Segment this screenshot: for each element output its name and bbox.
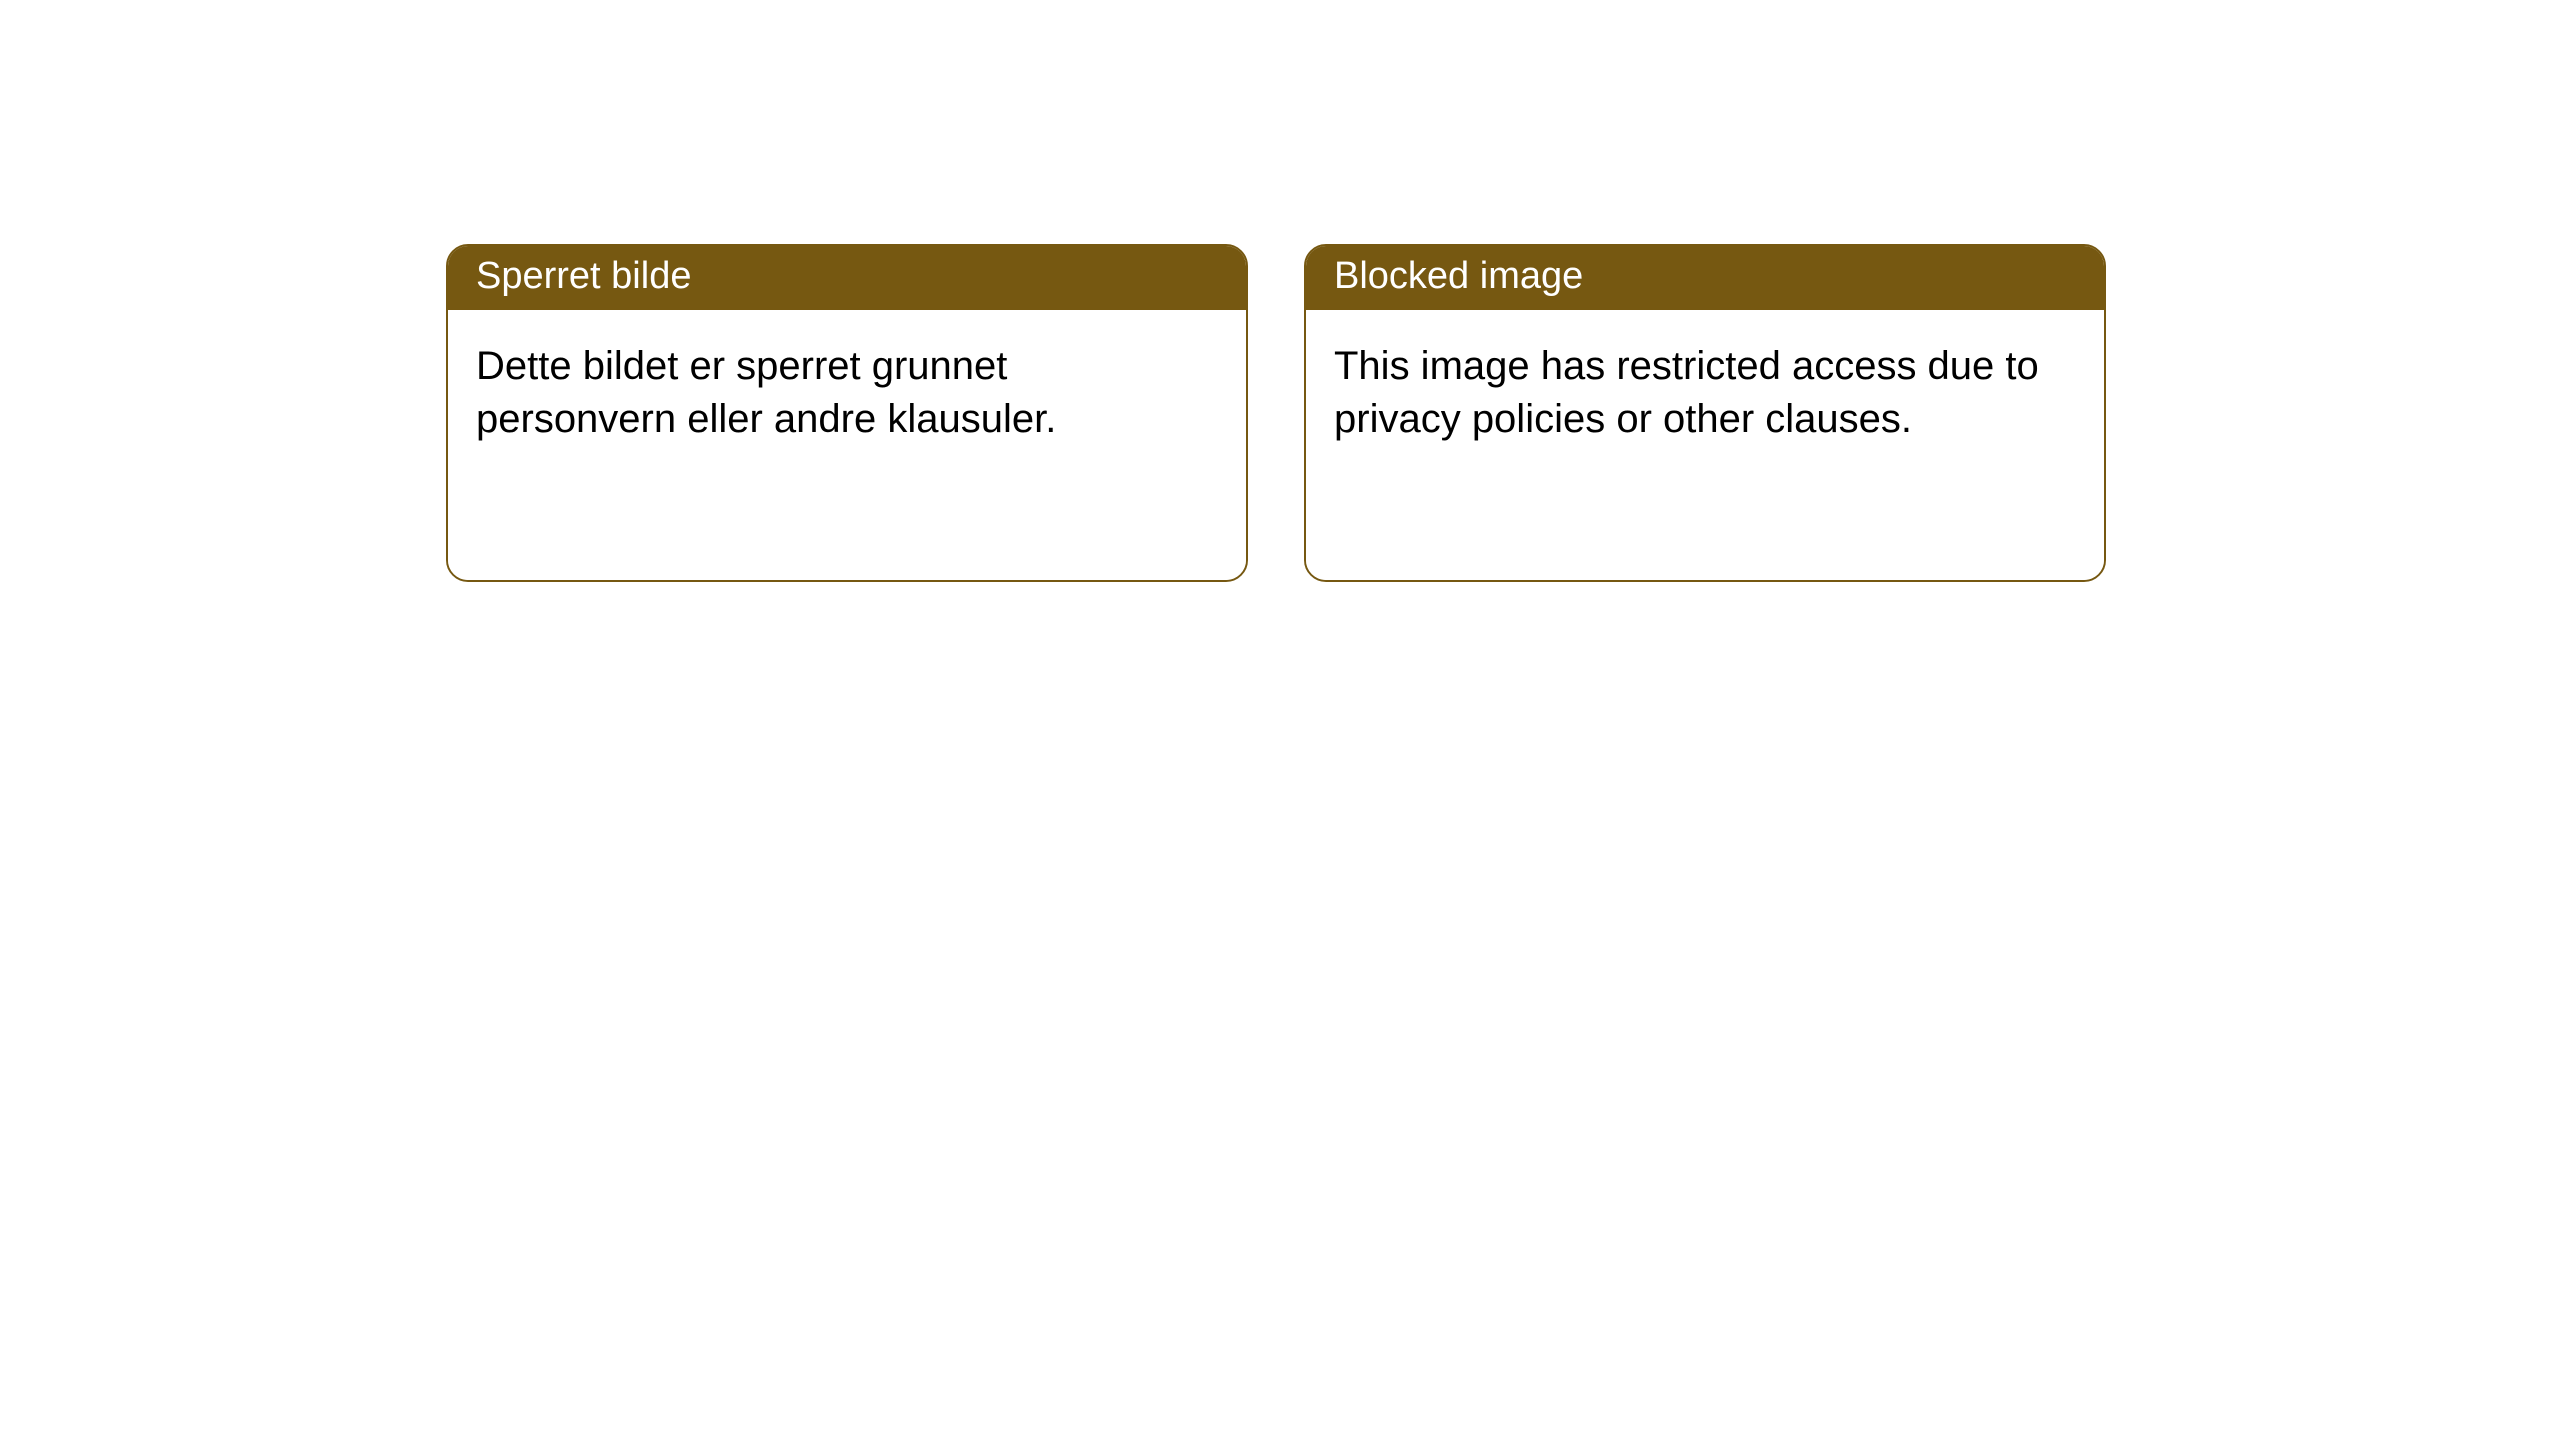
notice-card-row: Sperret bilde Dette bildet er sperret gr… bbox=[0, 0, 2560, 582]
notice-card-en: Blocked image This image has restricted … bbox=[1304, 244, 2106, 582]
notice-card-body: Dette bildet er sperret grunnet personve… bbox=[448, 310, 1246, 580]
notice-card-no: Sperret bilde Dette bildet er sperret gr… bbox=[446, 244, 1248, 582]
notice-card-title: Sperret bilde bbox=[448, 246, 1246, 310]
notice-card-title: Blocked image bbox=[1306, 246, 2104, 310]
notice-card-body: This image has restricted access due to … bbox=[1306, 310, 2104, 580]
